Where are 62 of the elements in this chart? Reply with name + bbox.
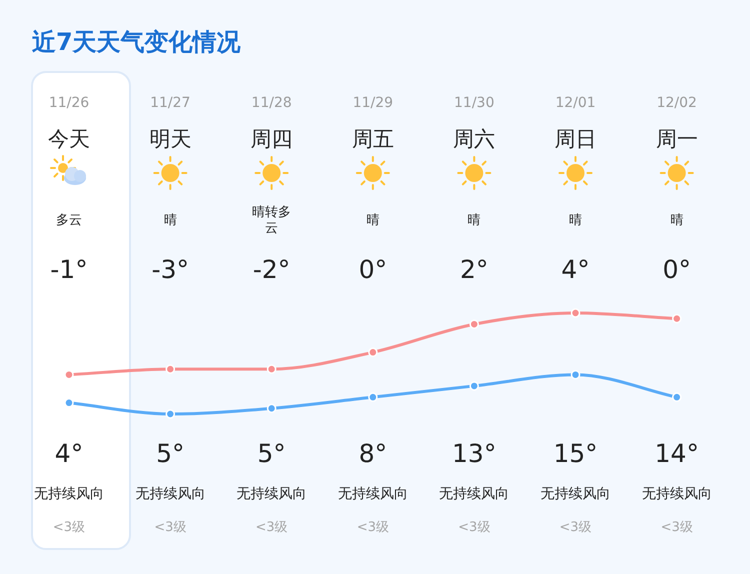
point (469, 319, 479, 329)
text: 晴 (366, 213, 380, 228)
data-label: 8° (358, 439, 388, 468)
text: 晴 (670, 213, 684, 228)
x-tick-label: 11/26 (48, 95, 90, 111)
data-label: 2° (460, 255, 488, 284)
text: 晴转多云 (252, 205, 292, 236)
text: 周五 (352, 127, 394, 151)
point (570, 370, 580, 380)
data-label: -2° (252, 255, 290, 284)
point (672, 314, 682, 324)
text: 无持续风向 (34, 486, 104, 502)
text: 周六 (453, 127, 496, 151)
data-label: 5° (257, 439, 286, 468)
data-label: 13° (452, 439, 496, 468)
text: 周日 (554, 127, 596, 151)
text: <3级 (52, 520, 86, 535)
data-label: 0° (358, 255, 388, 284)
text: 晴 (468, 213, 481, 228)
text: 无持续风向 (338, 486, 408, 502)
data-label: -3° (152, 255, 190, 284)
text: 无持续风向 (236, 486, 307, 502)
text: 周一 (656, 127, 698, 151)
x-tick-label: 11/29 (352, 95, 394, 111)
text: 今天 (48, 127, 90, 151)
text: 无持续风向 (642, 486, 712, 502)
data-label: 14° (654, 439, 699, 468)
text: 无持续风向 (540, 486, 610, 502)
text: 无持续风向 (135, 486, 206, 502)
text: <3级 (660, 520, 693, 535)
point (166, 364, 176, 374)
text: 晴 (569, 213, 582, 228)
text: 晴 (164, 213, 177, 228)
point (368, 392, 378, 402)
text: <3级 (356, 520, 389, 535)
point (266, 364, 276, 374)
text: 明天 (149, 127, 192, 151)
x-tick-label: 11/30 (454, 95, 494, 111)
text: <3级 (256, 520, 288, 535)
point (469, 381, 479, 391)
x-tick-label: 12/02 (656, 95, 697, 111)
text: 多云 (56, 213, 82, 228)
data-label: -1° (50, 255, 88, 284)
x-tick-label: 11/27 (150, 95, 190, 111)
point (672, 392, 682, 402)
point (266, 404, 276, 414)
chart-title: 近7天天气变化情况 (32, 28, 242, 56)
text: 无持续风向 (439, 486, 510, 502)
data-label: 15° (553, 439, 598, 468)
data-label: 5° (156, 439, 185, 468)
point (166, 409, 176, 419)
text: <3级 (154, 520, 186, 535)
text: <3级 (559, 520, 592, 535)
text: 周四 (250, 127, 293, 151)
data-label: 0° (662, 255, 692, 284)
data-label: 4° (561, 255, 590, 284)
x-tick-label: 12/01 (555, 95, 596, 111)
point (570, 308, 580, 318)
text: <3级 (458, 520, 490, 535)
x-tick-label: 11/28 (251, 95, 292, 111)
point (368, 348, 378, 358)
data-label: 4° (54, 439, 84, 468)
